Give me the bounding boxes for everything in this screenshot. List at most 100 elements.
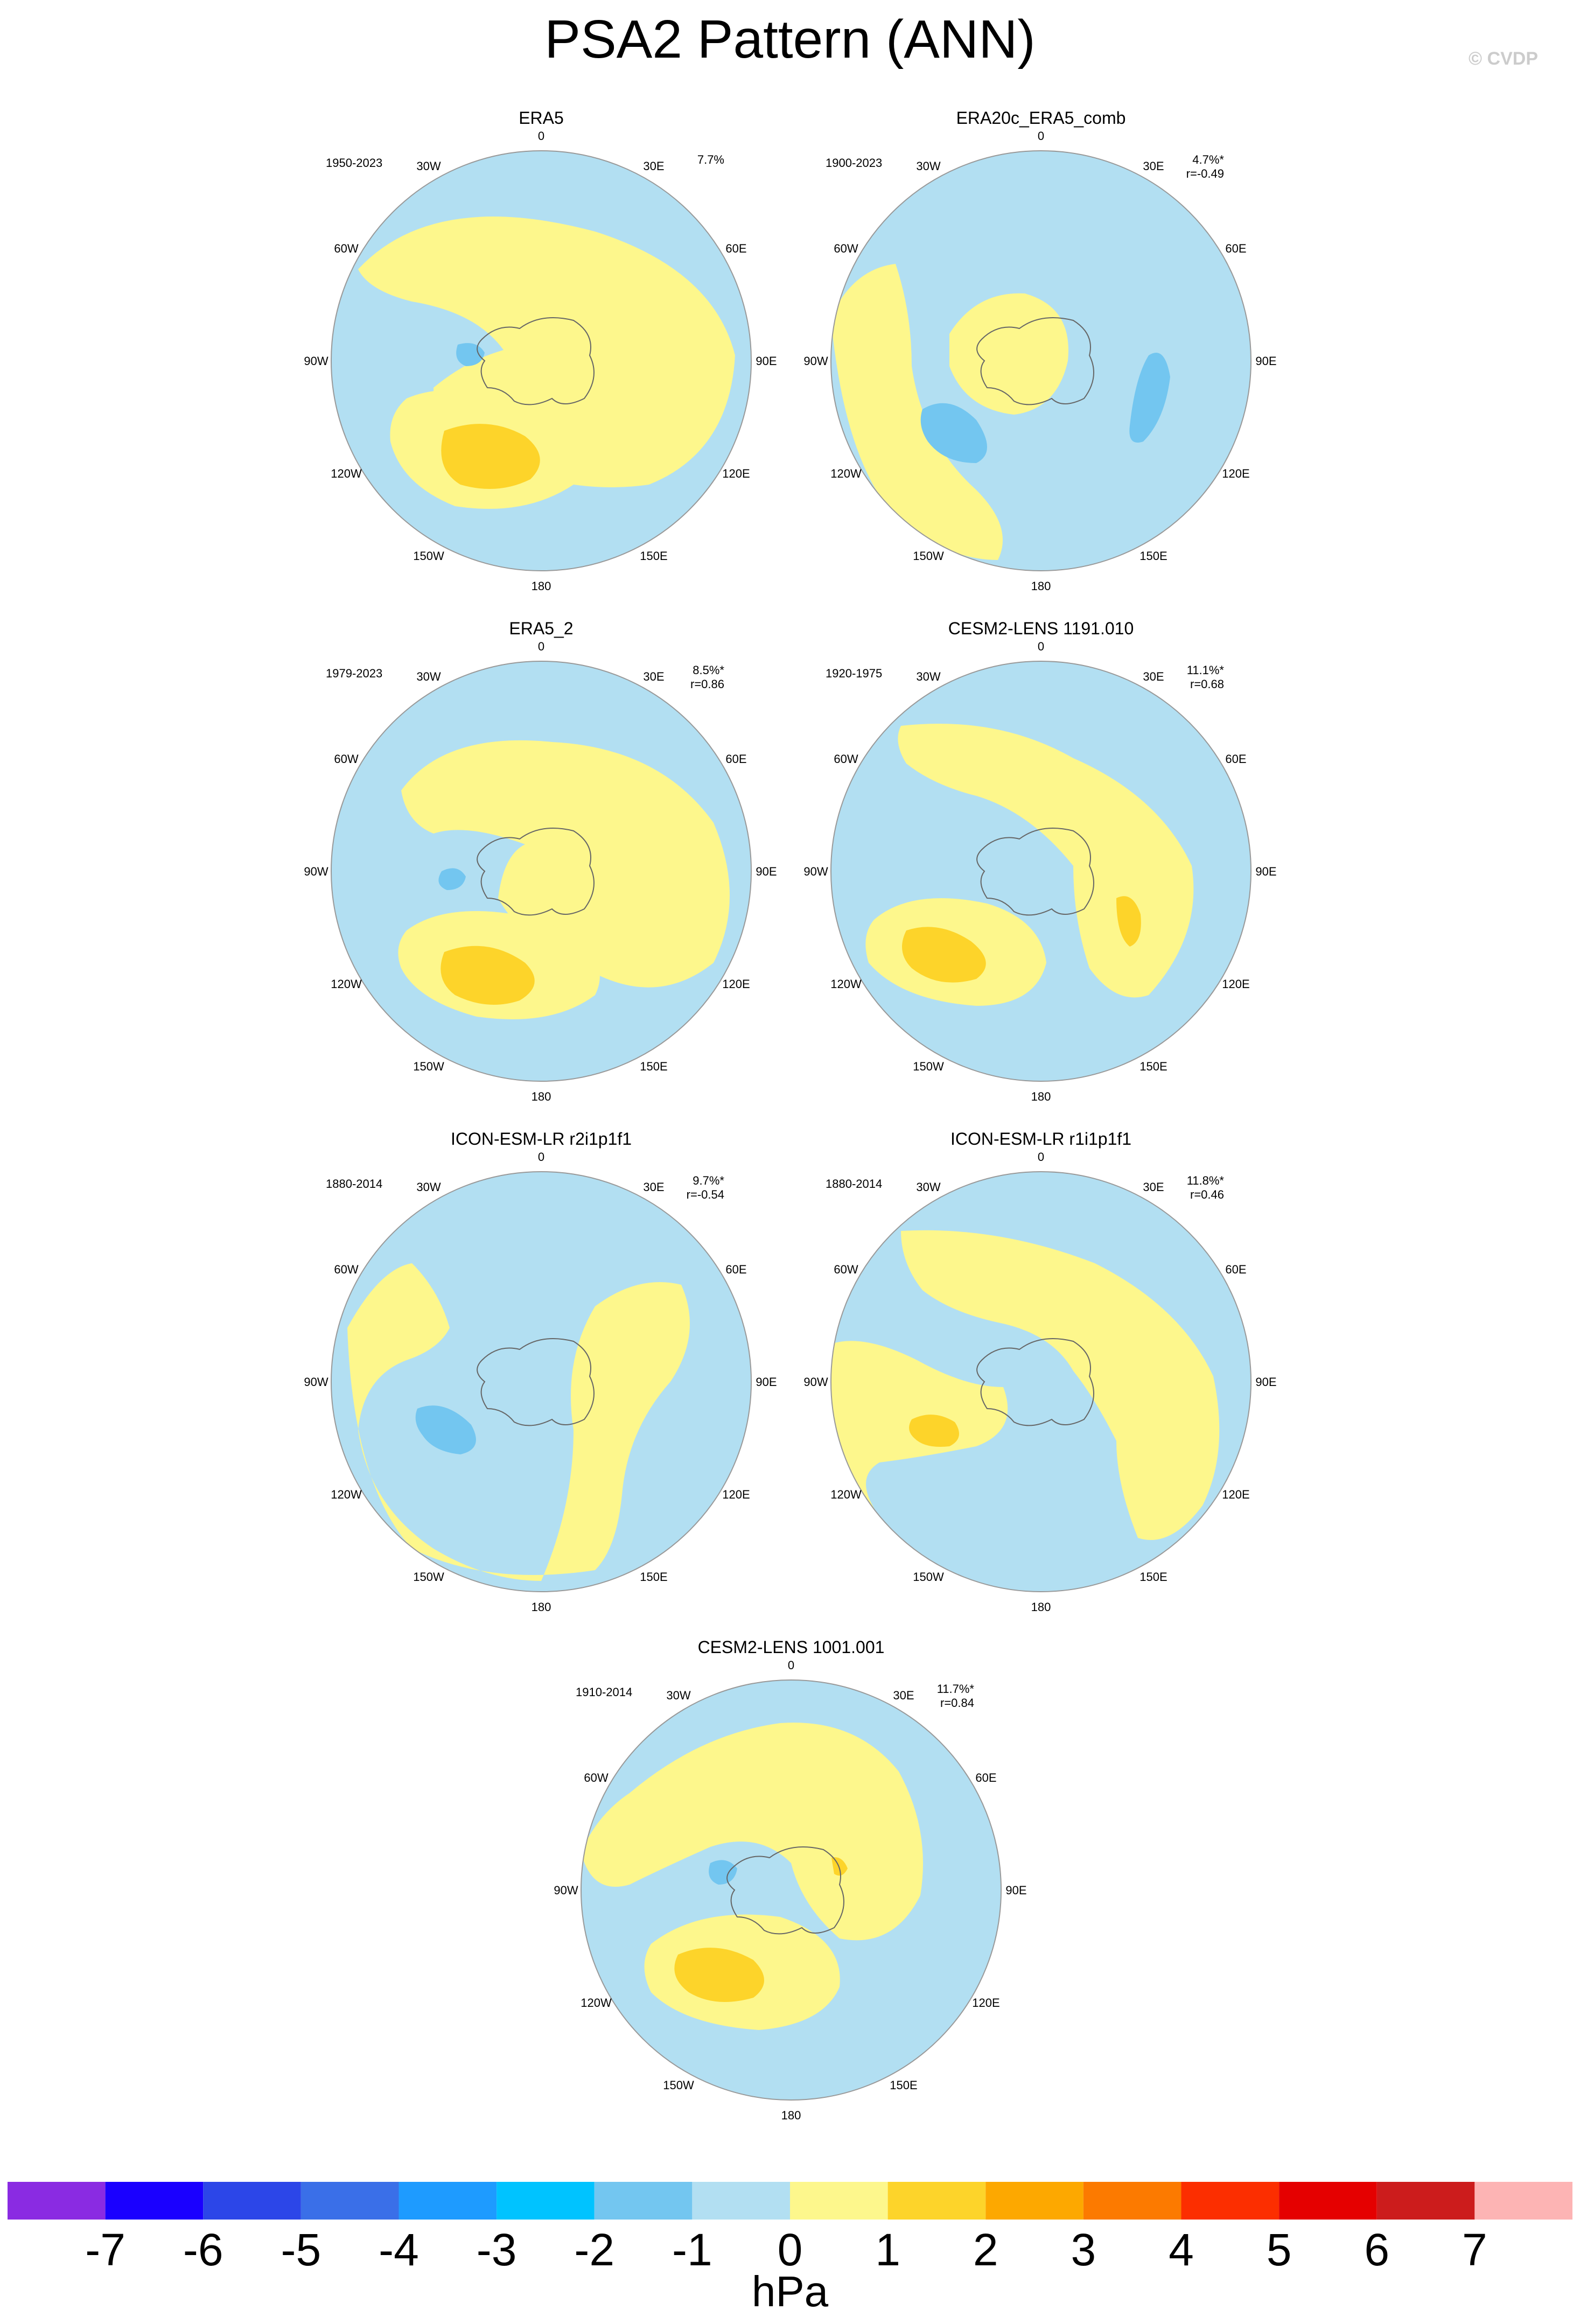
longitude-label: 120E [722, 977, 750, 991]
panel-title: ERA5_2 [509, 619, 573, 638]
longitude-label: 60E [725, 752, 746, 766]
colorbar-tick-label: 1 [875, 2224, 900, 2275]
longitude-label: 180 [532, 1600, 551, 1613]
longitude-label: 180 [1031, 1090, 1051, 1103]
map-svg: 0 30E 60E 90E 120E 150E 180 150W 120W 90W 60W 30W ER… [803, 108, 1276, 592]
colorbar-tick-label: -2 [574, 2224, 615, 2275]
longitude-label: 120E [1222, 467, 1249, 480]
longitude-label: 120W [830, 1488, 862, 1501]
colorbar-tick-label: -1 [672, 2224, 712, 2275]
colorbar-tick-label: 0 [777, 2224, 803, 2275]
longitude-label: 150W [413, 1570, 444, 1584]
longitude-label: 120E [972, 1996, 999, 2010]
longitude-label: 120E [722, 1488, 750, 1501]
longitude-label: 60W [334, 242, 358, 255]
colorbar [8, 2182, 1572, 2220]
longitude-label: 30W [916, 159, 940, 173]
longitude-label: 150W [913, 1060, 944, 1073]
map-boundary [331, 661, 752, 1082]
period-label: 1880-2014 [326, 1177, 382, 1191]
longitude-label: 0 [1038, 129, 1044, 143]
anomaly-region [401, 740, 730, 988]
longitude-label: 120E [1222, 1488, 1249, 1501]
page-title: PSA2 Pattern (ANN) [544, 9, 1036, 69]
watermark: © CVDP [1469, 48, 1538, 69]
pattern-correlation-label: r=-0.54 [687, 1188, 724, 1201]
map-panel-icon-esm-lr-r2i1p1f1: 0 30E 60E 90E 120E 150E 180 150W 120W 90W 60W 30W IC… [272, 1129, 810, 1613]
longitude-label: 150E [1139, 1570, 1167, 1584]
longitude-label: 90E [1255, 1375, 1276, 1389]
longitude-label: 90W [803, 865, 828, 878]
longitude-label: 120E [1222, 977, 1249, 991]
colorbar-swatch [1181, 2182, 1280, 2220]
longitude-label: 60E [1225, 752, 1246, 766]
longitude-label: 60E [975, 1771, 996, 1784]
explained-variance-label: 7.7% [697, 153, 724, 166]
anomaly-region [898, 724, 1194, 998]
longitude-label: 180 [532, 1090, 551, 1103]
pattern-correlation-label: r=0.68 [1190, 677, 1224, 691]
colorbar-units: hPa [751, 2267, 829, 2315]
colorbar-swatch [985, 2182, 1083, 2220]
longitude-label: 180 [781, 2109, 801, 2122]
longitude-label: 60W [334, 1263, 358, 1276]
longitude-label: 90W [554, 1884, 578, 1897]
longitude-label: 30W [416, 670, 441, 683]
longitude-label: 90E [1255, 865, 1276, 878]
longitude-label: 120W [331, 467, 362, 480]
map-boundary [581, 1679, 1002, 2101]
anomaly-region [909, 1415, 959, 1447]
map-panel-era20c-era5-comb: 0 30E 60E 90E 120E 150E 180 150W 120W 90W 60W 30W ER… [772, 108, 1310, 592]
longitude-label: 90E [756, 1375, 777, 1389]
colorbar-tick-label: -5 [281, 2224, 321, 2275]
colorbar-tick-label: -3 [476, 2224, 517, 2275]
colorbar-tick-label: 5 [1266, 2224, 1292, 2275]
longitude-label: 120W [830, 467, 862, 480]
colorbar-tick-label: 2 [973, 2224, 998, 2275]
longitude-label: 30E [1143, 1180, 1164, 1194]
longitude-label: 120W [830, 977, 862, 991]
colorbar-tick-label: 6 [1364, 2224, 1390, 2275]
map-background [331, 1172, 751, 1592]
longitude-label: 120E [722, 467, 750, 480]
longitude-label: 0 [1038, 1150, 1044, 1164]
anomaly-region [438, 868, 466, 890]
longitude-label: 30E [643, 1180, 664, 1194]
anomaly-region [441, 424, 540, 489]
longitude-label: 0 [538, 129, 544, 143]
longitude-label: 90E [1005, 1884, 1026, 1897]
colorbar-swatch [790, 2182, 888, 2220]
period-label: 1880-2014 [826, 1177, 882, 1191]
antarctica-coastline [976, 828, 1094, 916]
colorbar-swatch [497, 2182, 595, 2220]
longitude-label: 150E [1139, 549, 1167, 563]
anomaly-region [831, 1857, 848, 1876]
anomaly-region [581, 1723, 923, 1941]
longitude-label: 150W [413, 1060, 444, 1073]
panel-title: ERA20c_ERA5_comb [956, 108, 1126, 128]
antarctica-coastline [976, 1338, 1094, 1426]
colorbar-tick-label: 3 [1071, 2224, 1096, 2275]
panel-title: ICON-ESM-LR r1i1p1f1 [950, 1129, 1131, 1149]
antarctica-coastline [726, 1846, 844, 1935]
longitude-label: 0 [1038, 640, 1044, 653]
anomaly-region [347, 1263, 690, 1581]
longitude-label: 90E [756, 354, 777, 368]
longitude-label: 0 [538, 1150, 544, 1164]
antarctica-coastline [477, 828, 595, 916]
panel-title: CESM2-LENS 1191.010 [948, 619, 1134, 638]
anomaly-region [949, 293, 1068, 415]
longitude-label: 90W [304, 865, 328, 878]
longitude-label: 30E [893, 1689, 914, 1702]
explained-variance-label: 8.5%* [693, 663, 724, 677]
anomaly-region [920, 403, 987, 463]
longitude-label: 30E [1143, 670, 1164, 683]
longitude-label: 60E [725, 1263, 746, 1276]
colorbar-swatch [692, 2182, 790, 2220]
map-svg: 0 30E 60E 90E 120E 150E 180 150W 120W 90W 60W 30W IC… [803, 1129, 1276, 1613]
longitude-label: 90E [756, 865, 777, 878]
colorbar-tick-label: -6 [183, 2224, 223, 2275]
anomaly-region [831, 264, 1003, 560]
map-boundary [830, 1171, 1252, 1592]
longitude-label: 150W [413, 549, 444, 563]
